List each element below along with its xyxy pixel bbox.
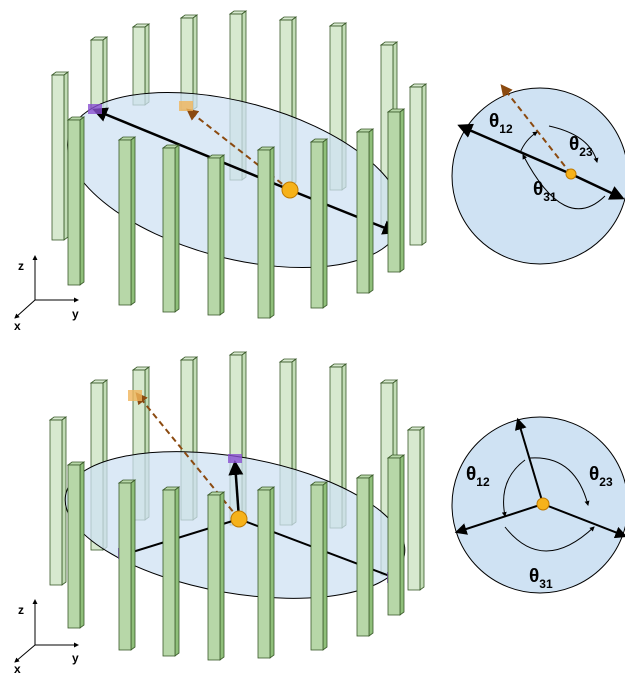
bottom-angle-center-dot xyxy=(536,497,550,511)
bottom-arc-31 xyxy=(504,526,595,552)
bottom-pillar-back-8 xyxy=(406,426,426,591)
top-axis-x-label: x xyxy=(14,319,21,333)
top-theta-31: θ31 xyxy=(533,179,557,204)
bottom-pillar-front-4 xyxy=(256,486,276,659)
bottom-arc-12 xyxy=(501,459,526,517)
top-arc-12 xyxy=(519,131,538,154)
top-pillar-front-2 xyxy=(161,144,181,313)
bottom-theta-23: θ23 xyxy=(589,464,613,489)
top-center-dot xyxy=(281,181,299,199)
bottom-force-arrow-up xyxy=(228,460,244,520)
top-axis-z-label: z xyxy=(18,259,24,273)
bottom-arc-23 xyxy=(529,457,590,506)
top-arc-31 xyxy=(522,154,606,210)
top-arc-23 xyxy=(548,125,599,163)
top-angle-center-dot xyxy=(565,168,577,180)
top-pillar-back-8 xyxy=(408,83,428,246)
top-force-arrow-right xyxy=(289,188,398,235)
bottom-panel: z y x θ12 θ23 θ31 xyxy=(14,351,625,674)
bottom-theta-12: θ12 xyxy=(466,464,490,489)
bottom-front-pillars xyxy=(66,454,406,661)
top-contact-orange xyxy=(179,101,193,111)
top-pillar-back-0 xyxy=(89,36,109,111)
bottom-dashed-arrow xyxy=(135,392,240,520)
bottom-pillar-front-0 xyxy=(66,461,86,629)
top-pillar-back-1 xyxy=(131,23,151,106)
top-pillar-front-4 xyxy=(256,146,276,319)
top-back-pillars xyxy=(50,10,428,246)
bottom-pillar-front-5 xyxy=(309,481,329,651)
bottom-pillar-front-7 xyxy=(386,454,406,616)
top-pillar-front-1 xyxy=(117,136,137,306)
bottom-contact-top xyxy=(228,454,242,463)
top-angle-arrow-right xyxy=(570,172,625,200)
top-axes-indicator: z y x xyxy=(14,255,79,333)
top-angle-circle xyxy=(451,87,625,265)
bottom-contact-orange xyxy=(128,390,142,401)
top-angle-dashed-arrow xyxy=(500,84,572,175)
bottom-axes-indicator: z y x xyxy=(14,599,79,674)
top-theta-12: θ12 xyxy=(489,111,513,136)
top-pillar-front-7 xyxy=(386,108,406,273)
top-pillar-front-5 xyxy=(309,138,329,309)
bottom-pillar-front-6 xyxy=(355,474,375,637)
bottom-axis-z-label: z xyxy=(18,603,24,617)
bottom-pillar-front-1 xyxy=(117,479,137,651)
bottom-theta-31: θ31 xyxy=(529,566,553,591)
top-contact-left xyxy=(88,104,102,114)
bottom-angle-arrow-right xyxy=(542,503,625,539)
bottom-angle-diagram: θ12 θ23 θ31 xyxy=(451,416,625,594)
bottom-pillar-back-7 xyxy=(48,416,68,586)
top-angle-arrow-left xyxy=(457,123,572,176)
top-panel: z y x θ12 θ23 θ31 xyxy=(14,10,625,333)
bottom-pillar-front-3 xyxy=(206,491,226,661)
bottom-pillar-front-2 xyxy=(161,486,181,657)
top-axis-y-label: y xyxy=(72,307,79,321)
top-pillar-back-7 xyxy=(50,71,70,241)
bottom-axis-x-label: x xyxy=(14,662,21,674)
top-pillar-front-3 xyxy=(206,154,226,316)
top-pillar-front-6 xyxy=(355,128,375,294)
top-force-arrow-left xyxy=(92,107,291,192)
top-theta-23: θ23 xyxy=(569,134,593,159)
bottom-center-dot xyxy=(230,510,248,528)
bottom-angle-arrow-left xyxy=(454,503,544,535)
bottom-angle-arrow-up xyxy=(514,417,544,505)
top-pillar-front-0 xyxy=(66,116,86,286)
top-angle-diagram: θ12 θ23 θ31 xyxy=(451,84,625,265)
bottom-axis-y-label: y xyxy=(72,651,79,665)
top-front-pillars xyxy=(66,108,406,319)
